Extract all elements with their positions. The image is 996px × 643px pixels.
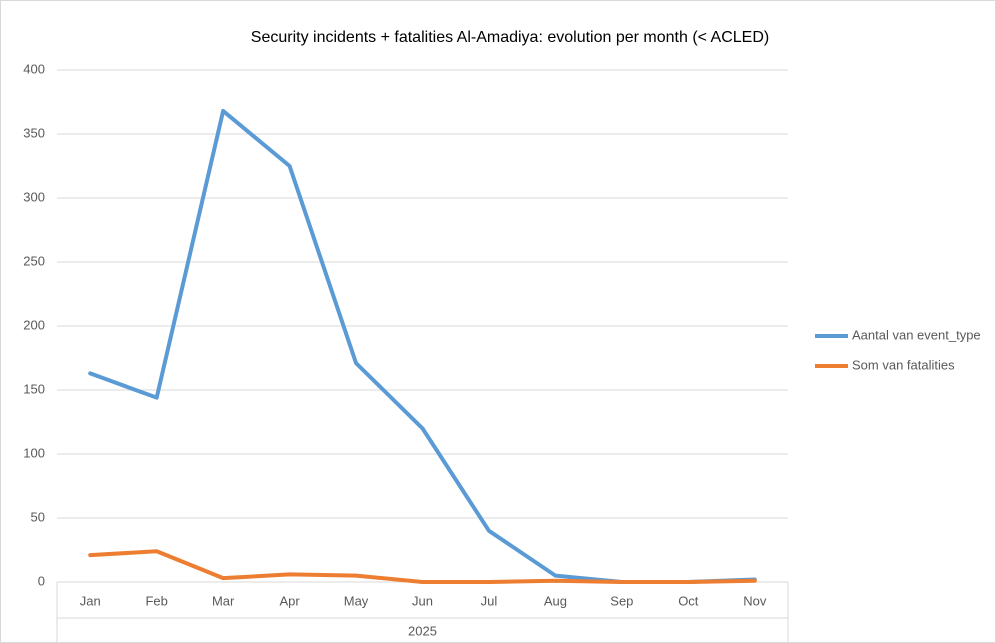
y-tick-label: 100 <box>23 445 45 460</box>
x-tick-label: Feb <box>145 593 167 608</box>
x-tick-label: Nov <box>743 593 767 608</box>
y-tick-label: 150 <box>23 381 45 396</box>
series-line <box>88 549 757 584</box>
chart-title: Security incidents + fatalities Al-Amadi… <box>251 29 769 46</box>
x-tick-label: Mar <box>212 593 235 608</box>
y-tick-label: 50 <box>31 509 45 524</box>
x-tick-label: Apr <box>279 593 300 608</box>
x-tick-label: Sep <box>610 593 633 608</box>
y-tick-label: 400 <box>23 61 45 76</box>
x-tick-label: Aug <box>544 593 567 608</box>
y-tick-label: 0 <box>38 573 45 588</box>
legend-label: Som van fatalities <box>852 357 955 372</box>
y-tick-label: 200 <box>23 317 45 332</box>
x-tick-label: Jul <box>481 593 498 608</box>
legend-label: Aantal van event_type <box>852 327 981 342</box>
y-tick-label: 300 <box>23 189 45 204</box>
y-tick-label: 250 <box>23 253 45 268</box>
x-axis-label: 2025 <box>408 623 437 638</box>
x-tick-label: Jan <box>80 593 101 608</box>
x-tick-label: May <box>344 593 369 608</box>
y-tick-label: 350 <box>23 125 45 140</box>
x-tick-label: Oct <box>678 593 699 608</box>
x-tick-label: Jun <box>412 593 433 608</box>
